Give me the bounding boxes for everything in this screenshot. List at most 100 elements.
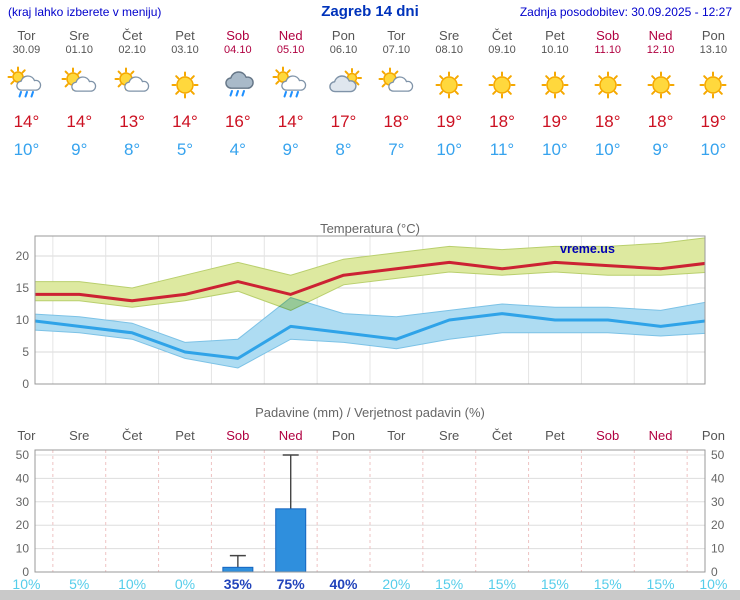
day-date: 05.10 [276, 44, 305, 56]
precip-day-label: Ned [278, 428, 303, 443]
day-high-temp: 18° [383, 112, 410, 131]
day-low-temp: 10° [13, 140, 40, 159]
precip-day-label: Pon [701, 428, 725, 443]
precip-probability: 15% [540, 576, 569, 592]
forecast-day[interactable]: Sre 08.10 19° 10° [423, 28, 476, 160]
day-high-temp: 17° [330, 112, 357, 131]
forecast-day[interactable]: Čet 02.10 13° 8° [106, 28, 159, 160]
day-date: 13.10 [699, 44, 728, 56]
day-date: 03.10 [171, 44, 199, 56]
day-date: 12.10 [646, 44, 675, 56]
day-low-temp: 9° [652, 140, 669, 159]
precip-probability: 0% [174, 576, 196, 592]
sun-icon [634, 62, 687, 108]
svg-text:20: 20 [16, 249, 30, 263]
precip-chart-title: Padavine (mm) / Verjetnost padavin (%) [255, 405, 485, 420]
svg-text:40: 40 [711, 471, 725, 485]
day-name: Pet [175, 28, 195, 43]
precip-day-label: Tor [17, 428, 36, 443]
day-low-temp: 9° [282, 140, 299, 159]
forecast-day[interactable]: Čet 09.10 18° 11° [476, 28, 529, 160]
sun-icon [476, 62, 529, 108]
day-low-temp: 8° [335, 140, 352, 159]
precip-probability: 5% [69, 576, 90, 592]
cloud-sun-icon [317, 62, 370, 108]
svg-text:50: 50 [16, 448, 30, 462]
precip-day-label: Čet [121, 428, 143, 443]
rain-icon [211, 62, 264, 108]
day-date: 06.10 [329, 44, 358, 56]
precip-day-label: Sre [439, 428, 460, 443]
day-name: Tor [17, 28, 36, 43]
day-low-temp: 10° [700, 140, 727, 159]
precip-probability-row: 10% 5% 10% 0% 35% 75% 40% 20% 15% 15% 15% 15% 15% 10% [0, 576, 740, 592]
forecast-day[interactable]: Tor 07.10 18° 7° [370, 28, 423, 160]
precip-day-label: Sob [226, 428, 250, 443]
day-high-temp: 16° [224, 112, 251, 131]
precip-day-label: Pet [175, 428, 195, 443]
forecast-strip: Tor 30.09 14° 10° Sre 01.10 14° 9° Čet 02.10 13° 8°… [0, 28, 740, 160]
precip-bar [275, 508, 307, 573]
day-date: 02.10 [118, 44, 146, 56]
sun-icon [581, 62, 634, 108]
precip-probability: 15% [435, 576, 464, 592]
svg-text:0: 0 [22, 377, 29, 391]
location-menu-hint: (kraj lahko izberete v meniju) [8, 5, 162, 19]
sun-icon [528, 62, 581, 108]
precip-day-label: Pet [545, 428, 565, 443]
precip-day-label: Sob [596, 428, 620, 443]
forecast-day[interactable]: Sob 04.10 16° 4° [211, 28, 264, 160]
precip-probability: 15% [593, 576, 622, 592]
forecast-day[interactable]: Tor 30.09 14° 10° [0, 28, 53, 160]
forecast-day[interactable]: Ned 05.10 14° 9° [264, 28, 317, 160]
svg-text:0: 0 [22, 565, 29, 579]
forecast-day[interactable]: Pet 10.10 19° 10° [528, 28, 581, 160]
svg-text:5: 5 [22, 345, 29, 359]
day-name: Čet [121, 28, 143, 43]
svg-text:30: 30 [16, 495, 30, 509]
day-high-temp: 19° [700, 112, 727, 131]
svg-text:30: 30 [711, 495, 725, 509]
sun-cloud-icon [370, 62, 423, 108]
last-updated: Zadnja posodobitev: 30.09.2025 - 12:27 [519, 5, 732, 19]
day-high-temp: 19° [542, 112, 568, 131]
svg-text:15: 15 [16, 281, 30, 295]
day-date: 09.10 [488, 44, 516, 56]
rain-sun-icon [264, 62, 317, 108]
forecast-day[interactable]: Pet 03.10 14° 5° [159, 28, 212, 160]
forecast-day[interactable]: Ned 12.10 18° 9° [634, 28, 687, 160]
svg-text:0: 0 [711, 565, 718, 579]
day-low-temp: 5° [176, 140, 194, 159]
day-name: Čet [491, 28, 513, 43]
day-high-temp: 18° [647, 112, 674, 131]
day-name: Ned [648, 28, 673, 43]
forecast-day[interactable]: Sre 01.10 14° 9° [53, 28, 106, 160]
precip-day-label: Ned [648, 428, 673, 443]
day-low-temp: 10° [594, 140, 621, 159]
bottom-scrollbar[interactable] [0, 590, 740, 600]
precip-probability: 20% [382, 576, 411, 592]
precip-probability: 10% [118, 576, 147, 592]
forecast-day[interactable]: Sob 11.10 18° 10° [581, 28, 634, 160]
precip-probability: 75% [276, 576, 305, 592]
forecast-day[interactable]: Pon 06.10 17° 8° [317, 28, 370, 160]
day-date: 30.09 [12, 44, 41, 56]
day-name: Sre [439, 28, 460, 43]
forecast-day[interactable]: Pon 13.10 19° 10° [687, 28, 740, 160]
precip-day-label: Pon [331, 428, 356, 443]
day-date: 11.10 [594, 44, 622, 56]
svg-text:40: 40 [16, 471, 30, 485]
sun-icon [687, 62, 740, 108]
page-title: Zagreb 14 dni [321, 3, 419, 20]
day-date: 07.10 [382, 44, 411, 56]
day-high-temp: 18° [489, 112, 515, 131]
precip-probability: 15% [488, 576, 517, 592]
precip-bar [222, 566, 254, 573]
rain-sun-icon [0, 62, 53, 108]
day-high-temp: 14° [172, 112, 198, 131]
precip-day-label: Tor [387, 428, 406, 443]
day-low-temp: 8° [123, 140, 141, 159]
day-name: Ned [278, 28, 303, 43]
precip-probability: 15% [646, 576, 675, 592]
day-high-temp: 13° [119, 112, 145, 131]
